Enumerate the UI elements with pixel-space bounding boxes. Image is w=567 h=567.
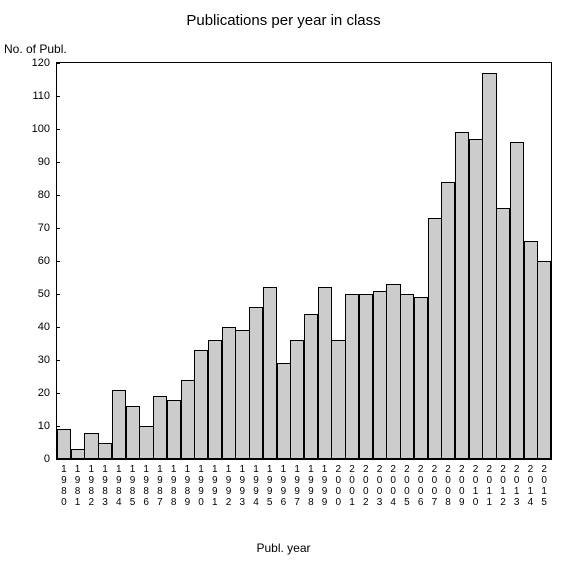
x-tick-label: 1983 — [98, 464, 112, 508]
x-tick-label: 1994 — [249, 464, 263, 508]
x-axis-label: Publ. year — [0, 541, 567, 555]
bar — [208, 340, 222, 459]
bar — [345, 294, 359, 459]
chart-container: Publications per year in class No. of Pu… — [0, 0, 567, 567]
x-tick-label: 2003 — [373, 464, 387, 508]
bar — [386, 284, 400, 459]
y-tick-label: 50 — [0, 288, 50, 300]
y-tick-label: 20 — [0, 387, 50, 399]
x-tick-label: 2006 — [414, 464, 428, 508]
chart-title: Publications per year in class — [0, 12, 567, 29]
y-tick-label: 120 — [0, 57, 50, 69]
x-tick-label: 1986 — [139, 464, 153, 508]
x-tick-label: 1988 — [167, 464, 181, 508]
x-tick-label: 2012 — [496, 464, 510, 508]
x-tick-label: 1984 — [112, 464, 126, 508]
bar — [84, 433, 98, 459]
bar — [181, 380, 195, 459]
bar — [318, 287, 332, 459]
x-tick-label: 2010 — [469, 464, 483, 508]
x-tick-label: 1991 — [208, 464, 222, 508]
bar — [249, 307, 263, 459]
bar — [277, 363, 291, 459]
bar — [139, 426, 153, 459]
x-tick-label: 1990 — [194, 464, 208, 508]
x-tick-label: 2011 — [482, 464, 496, 508]
bar — [304, 314, 318, 459]
x-tick-label: 1980 — [57, 464, 71, 508]
x-tick-label: 2013 — [510, 464, 524, 508]
bar — [441, 182, 455, 459]
y-tick-label: 70 — [0, 222, 50, 234]
x-tick-label: 2000 — [331, 464, 345, 508]
bar — [359, 294, 373, 459]
bar — [222, 327, 236, 459]
x-tick-label: 1998 — [304, 464, 318, 508]
x-tick-label: 2009 — [455, 464, 469, 508]
x-tick-label: 1981 — [71, 464, 85, 508]
x-tick-label: 2004 — [386, 464, 400, 508]
x-tick-label: 1996 — [277, 464, 291, 508]
x-tick-label: 2001 — [345, 464, 359, 508]
bar — [290, 340, 304, 459]
bar — [414, 297, 428, 459]
bar — [469, 139, 483, 459]
x-tick-label: 1985 — [126, 464, 140, 508]
x-tick-label: 1987 — [153, 464, 167, 508]
y-tick-label: 10 — [0, 420, 50, 432]
x-tick-label: 1982 — [84, 464, 98, 508]
bar — [126, 406, 140, 459]
x-tick-label: 1999 — [318, 464, 332, 508]
bar — [524, 241, 538, 459]
x-tick-label: 2014 — [524, 464, 538, 508]
x-tick-label: 2007 — [428, 464, 442, 508]
bar — [98, 443, 112, 460]
y-tick-label: 90 — [0, 156, 50, 168]
bar — [235, 330, 249, 459]
y-tick-label: 100 — [0, 123, 50, 135]
bar — [455, 132, 469, 459]
bar — [510, 142, 524, 459]
y-tick-label: 80 — [0, 189, 50, 201]
bar — [482, 73, 496, 459]
bar — [373, 291, 387, 459]
x-tick-label: 2015 — [537, 464, 551, 508]
bar — [400, 294, 414, 459]
y-tick-label: 40 — [0, 321, 50, 333]
bar — [496, 208, 510, 459]
y-axis-label: No. of Publ. — [4, 42, 67, 56]
bar — [153, 396, 167, 459]
x-tick-label: 1989 — [181, 464, 195, 508]
bar — [428, 218, 442, 459]
bar — [194, 350, 208, 459]
x-tick-label: 2008 — [441, 464, 455, 508]
x-tick-label: 1992 — [222, 464, 236, 508]
bar — [71, 449, 85, 459]
x-tick-label: 2002 — [359, 464, 373, 508]
bar — [263, 287, 277, 459]
bar — [331, 340, 345, 459]
y-tick-label: 60 — [0, 255, 50, 267]
x-tick-label: 1995 — [263, 464, 277, 508]
bar — [167, 400, 181, 459]
x-tick-label: 2005 — [400, 464, 414, 508]
bar — [57, 429, 71, 459]
x-tick-label: 1997 — [290, 464, 304, 508]
bar — [112, 390, 126, 459]
y-tick-label: 30 — [0, 354, 50, 366]
plot-area — [56, 62, 552, 460]
y-tick-label: 0 — [0, 453, 50, 465]
bar — [537, 261, 551, 459]
y-tick-label: 110 — [0, 90, 50, 102]
x-tick-label: 1993 — [235, 464, 249, 508]
